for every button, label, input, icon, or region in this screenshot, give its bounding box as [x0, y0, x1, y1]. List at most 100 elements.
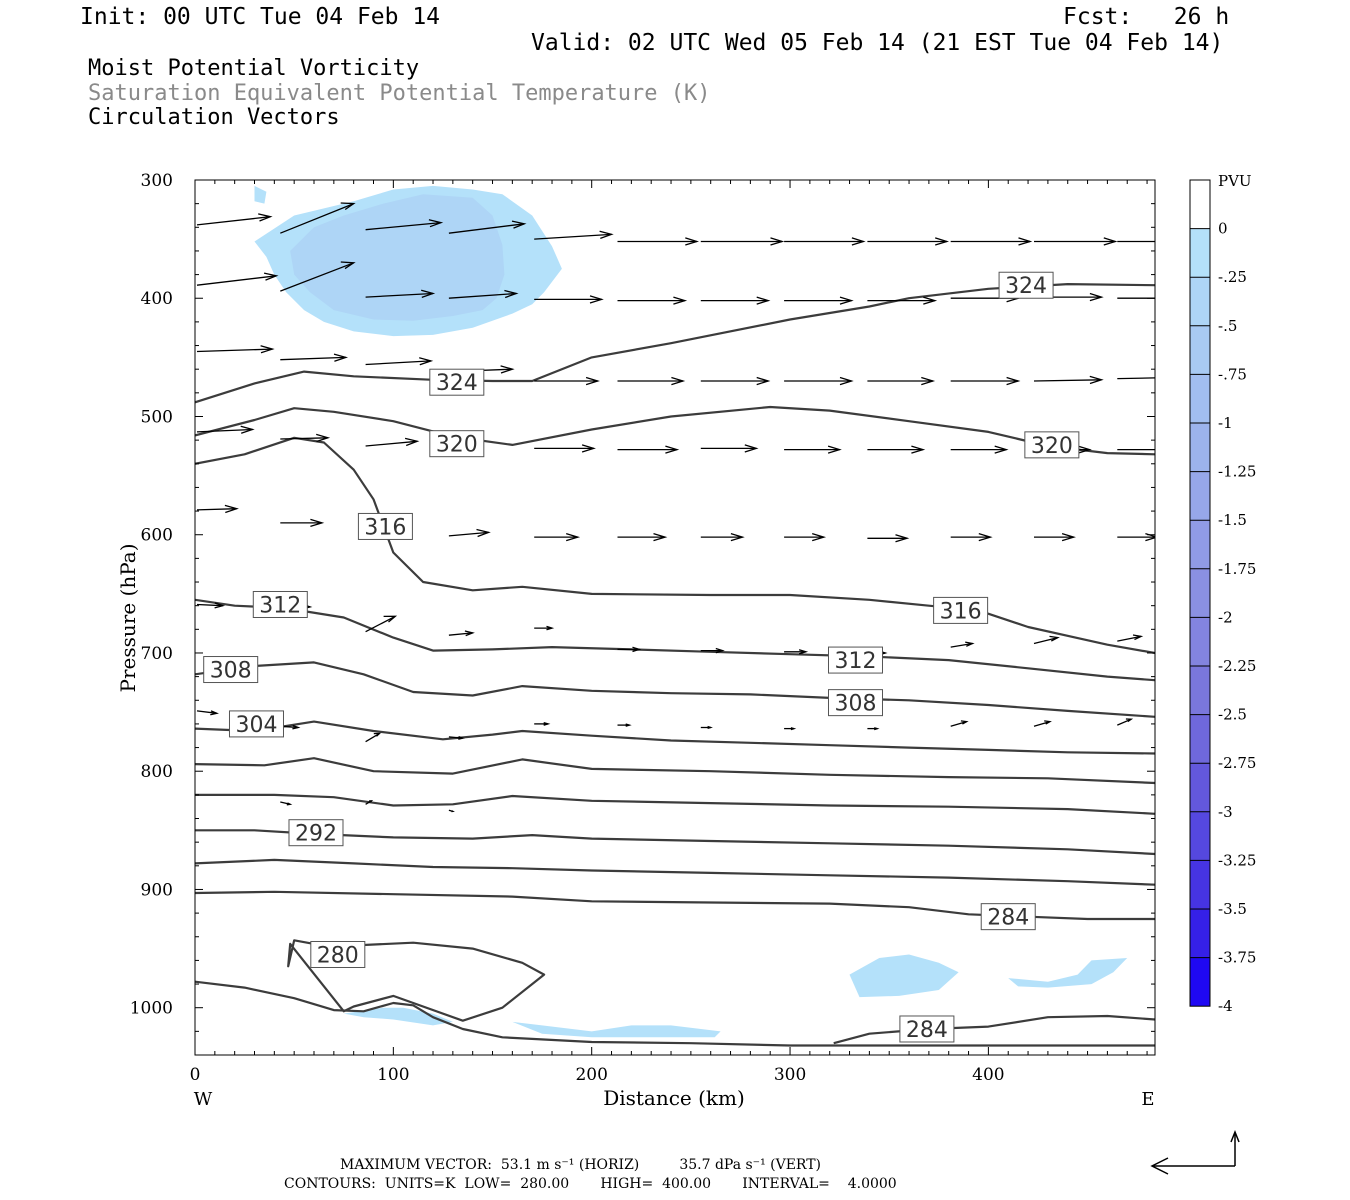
- colorbar-label: -2: [1218, 608, 1233, 626]
- vector-arrowhead: [1006, 376, 1021, 386]
- vector-arrowhead: [451, 810, 455, 813]
- theta-es-contour: [195, 793, 1155, 815]
- colorbar-label: -2.25: [1218, 657, 1256, 675]
- circulation-vector: [365, 440, 418, 447]
- circulation-vector: [196, 216, 271, 226]
- circulation-vector: [1033, 379, 1102, 382]
- theta-es-contour: [195, 757, 1155, 785]
- vector-arrowhead: [756, 296, 771, 305]
- colorbar-frame: [1189, 179, 1211, 1007]
- vector-arrowhead: [340, 202, 356, 211]
- theta-es-contour: [195, 405, 1155, 456]
- contour-label-box: [252, 590, 308, 618]
- contour-label: 320: [1031, 434, 1073, 459]
- contour-label: 308: [834, 692, 876, 717]
- circulation-vector: [280, 356, 346, 361]
- y-tick-label: 400: [141, 289, 173, 309]
- colorbar-swatch: [1190, 957, 1210, 1007]
- vector-arrowhead: [911, 445, 926, 454]
- vector-arrowhead: [546, 625, 555, 631]
- y-tick-label: 800: [141, 762, 173, 782]
- pv-shade-region: [290, 194, 505, 321]
- vector-arrowhead: [511, 220, 527, 229]
- y-tick-label: 700: [141, 644, 173, 664]
- pv-shade-region: [512, 1021, 721, 1038]
- pv-shade-region: [343, 1007, 453, 1026]
- contour-label-box: [1024, 431, 1080, 459]
- vector-arrowhead: [1077, 445, 1092, 454]
- vector-arrowhead: [260, 345, 275, 354]
- contour-label-box: [980, 903, 1036, 931]
- vector-arrowhead: [1044, 720, 1052, 725]
- colorbar-swatch: [1190, 811, 1210, 861]
- vector-arrowhead: [790, 727, 797, 731]
- x-tick-label: 0: [190, 1065, 201, 1085]
- theta-es-contour: [833, 1014, 1155, 1045]
- contour-label: 320: [436, 433, 478, 458]
- theta-es-contour: [195, 436, 1155, 655]
- vector-arrowhead: [960, 720, 969, 725]
- vector-arrowhead: [874, 727, 880, 731]
- colorbar-label: -1.25: [1218, 463, 1256, 481]
- vector-arrowhead: [994, 445, 1009, 454]
- colorbar-swatch: [1190, 277, 1210, 326]
- theta-es-contour: [195, 890, 1155, 921]
- vector-arrowhead: [1155, 446, 1167, 453]
- vector-arrowhead: [715, 647, 725, 654]
- x-tick-label: 400: [972, 1065, 1004, 1085]
- contour-label: 280: [317, 943, 359, 968]
- contour-label-box: [899, 1015, 955, 1043]
- contour-label: 284: [987, 906, 1029, 931]
- circulation-vector: [196, 348, 273, 353]
- vector-arrowhead: [340, 261, 356, 270]
- y-tick-label: 300: [141, 171, 173, 191]
- vector-arrowhead: [685, 237, 700, 246]
- circulation-vector: [365, 221, 442, 231]
- contour-label: 324: [1005, 274, 1047, 299]
- vector-arrowhead: [673, 296, 688, 305]
- circulation-vector: [365, 360, 432, 366]
- colorbar-label: -3: [1218, 803, 1233, 821]
- forecast-hour: Fcst: 26 h: [1063, 4, 1230, 30]
- vector-arrowhead: [625, 723, 632, 727]
- contour-label: 316: [364, 515, 406, 540]
- vector-arrowhead: [812, 532, 827, 542]
- colorbar-swatch: [1190, 325, 1210, 375]
- contour-label: 308: [210, 659, 252, 684]
- vector-arrowhead: [210, 710, 219, 716]
- circulation-vector: [196, 603, 223, 607]
- circulation-vector: [365, 292, 434, 298]
- vector-arrowhead: [827, 445, 842, 454]
- colorbar-label: -1.75: [1218, 560, 1256, 578]
- contour-label-box: [827, 646, 883, 674]
- contour-label: 312: [259, 593, 301, 618]
- contour-label-box: [288, 819, 344, 847]
- colorbar-label: -.5: [1218, 317, 1237, 335]
- vector-arrowhead: [504, 289, 519, 299]
- theta-es-contour: [195, 661, 1155, 718]
- x-tick-label: 100: [377, 1065, 409, 1085]
- theta-es-contour: [287, 939, 546, 1022]
- colorbar-swatch: [1190, 228, 1210, 278]
- colorbar: 0 -.25 -.5 -.75 -1 -1.25 -1.5 -1.75 -2 -2.25 -2.5 -…: [1189, 179, 1256, 1015]
- contour-label: 284: [906, 1018, 948, 1043]
- colorbar-title: PVU: [1218, 172, 1252, 190]
- colorbar-swatch: [1190, 909, 1210, 958]
- vector-arrowhead: [1132, 634, 1144, 641]
- vector-arrowhead: [585, 376, 600, 386]
- x-tick-label: 200: [575, 1065, 607, 1085]
- vector-arrowhead: [839, 296, 854, 305]
- vector-arrowhead: [1089, 375, 1104, 385]
- contour-label: 316: [940, 599, 982, 624]
- contour-label-box: [357, 512, 413, 540]
- circulation-vector: [1117, 635, 1142, 642]
- pv-shade-region: [1008, 958, 1128, 988]
- colorbar-swatch: [1190, 714, 1210, 764]
- vector-arrowhead: [730, 532, 745, 542]
- circulation-vector: [448, 292, 517, 299]
- y-axis-label: Pressure (hPa): [116, 544, 140, 693]
- theta-es-contour: [195, 858, 1155, 886]
- vector-arrowhead: [581, 444, 596, 453]
- contour-label-box: [203, 656, 259, 684]
